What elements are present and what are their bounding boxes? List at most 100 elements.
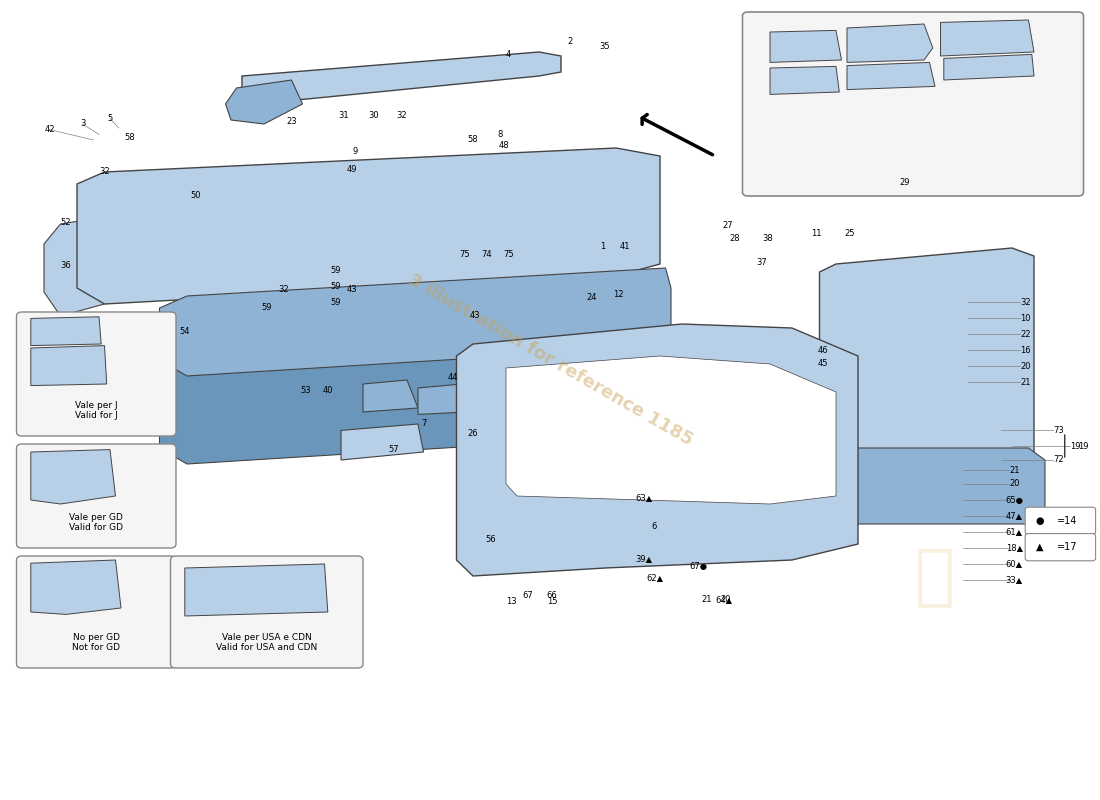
Text: 42: 42: [44, 125, 55, 134]
Text: 65●: 65●: [1005, 495, 1023, 505]
Text: 8: 8: [498, 130, 503, 139]
Text: 9: 9: [353, 147, 358, 157]
Text: 21: 21: [1020, 378, 1031, 387]
Text: 48: 48: [498, 141, 509, 150]
Text: 45: 45: [817, 359, 828, 369]
Polygon shape: [31, 450, 116, 504]
Text: 10: 10: [1020, 314, 1031, 323]
Text: 72: 72: [1053, 455, 1064, 465]
Text: 58: 58: [124, 133, 135, 142]
Text: 27: 27: [723, 221, 734, 230]
Text: 20: 20: [1009, 479, 1020, 489]
Text: 75: 75: [503, 250, 514, 259]
Polygon shape: [847, 24, 933, 62]
Text: 12: 12: [613, 290, 624, 299]
Polygon shape: [814, 448, 1045, 524]
FancyBboxPatch shape: [16, 444, 176, 548]
Text: 47▲: 47▲: [1005, 511, 1023, 521]
Text: Vale per GD
Valid for GD: Vale per GD Valid for GD: [69, 513, 123, 532]
Polygon shape: [940, 20, 1034, 56]
Text: 54: 54: [179, 327, 190, 337]
Text: 28: 28: [729, 234, 740, 243]
Text: 35: 35: [600, 42, 610, 51]
Text: 31: 31: [338, 111, 349, 121]
Text: 24: 24: [586, 293, 597, 302]
Text: 22: 22: [1020, 330, 1031, 339]
Text: 38: 38: [762, 234, 773, 243]
Text: 60▲: 60▲: [1005, 559, 1023, 569]
Text: 56: 56: [485, 535, 496, 545]
Text: ●: ●: [1035, 516, 1044, 526]
Text: 26: 26: [468, 429, 478, 438]
Text: 19: 19: [1070, 442, 1081, 451]
Text: 2: 2: [568, 37, 572, 46]
Text: 16: 16: [1020, 346, 1031, 355]
Text: 66: 66: [547, 591, 558, 601]
Polygon shape: [77, 148, 660, 304]
Polygon shape: [160, 320, 671, 464]
Text: Vale per J
Valid for J: Vale per J Valid for J: [75, 401, 118, 420]
Text: 57: 57: [388, 445, 399, 454]
Text: 49: 49: [346, 165, 358, 174]
Text: 32: 32: [278, 285, 289, 294]
Text: 46: 46: [817, 346, 828, 355]
Polygon shape: [341, 424, 424, 460]
Polygon shape: [770, 30, 842, 62]
Text: 32: 32: [396, 111, 407, 121]
Polygon shape: [456, 324, 858, 576]
Text: 11: 11: [811, 229, 822, 238]
Text: 7: 7: [421, 419, 426, 429]
Polygon shape: [226, 80, 303, 124]
Text: =17: =17: [1057, 542, 1077, 552]
Text: 32: 32: [1020, 298, 1031, 307]
Text: 23: 23: [286, 117, 297, 126]
Text: 37: 37: [756, 258, 767, 267]
Text: 3: 3: [80, 119, 85, 129]
Text: 21: 21: [1009, 466, 1020, 475]
Text: 15: 15: [547, 597, 558, 606]
Text: 61▲: 61▲: [1005, 527, 1023, 537]
Text: 29: 29: [899, 178, 910, 187]
Polygon shape: [506, 356, 836, 504]
Polygon shape: [820, 248, 1034, 464]
Polygon shape: [31, 317, 101, 346]
Text: 40: 40: [322, 386, 333, 395]
Text: 75: 75: [459, 250, 470, 259]
Text: 33▲: 33▲: [1005, 575, 1023, 585]
Text: 74: 74: [481, 250, 492, 259]
Text: 59: 59: [330, 266, 341, 275]
Text: 73: 73: [1053, 426, 1064, 435]
Text: 3 illustration for reference 1185: 3 illustration for reference 1185: [405, 270, 695, 450]
Text: 4: 4: [506, 50, 510, 59]
Text: 53: 53: [300, 386, 311, 395]
Polygon shape: [418, 384, 468, 414]
Text: 52: 52: [60, 218, 72, 227]
Text: 67●: 67●: [690, 562, 707, 571]
Text: 41: 41: [619, 242, 630, 251]
Text: 32: 32: [99, 167, 110, 177]
Polygon shape: [242, 52, 561, 100]
Text: 43: 43: [346, 285, 358, 294]
Text: 5: 5: [108, 114, 112, 123]
Text: 59: 59: [261, 303, 272, 313]
Text: 20: 20: [1020, 362, 1031, 371]
FancyBboxPatch shape: [16, 312, 176, 436]
Text: 44: 44: [448, 373, 459, 382]
Text: 25: 25: [844, 229, 855, 238]
Text: 6: 6: [652, 522, 657, 531]
Text: ▲: ▲: [1036, 542, 1043, 552]
Text: 30: 30: [368, 111, 379, 121]
Polygon shape: [363, 380, 418, 412]
Text: 50: 50: [190, 191, 201, 201]
Polygon shape: [44, 216, 127, 316]
Text: 62▲: 62▲: [646, 573, 663, 582]
Text: 43: 43: [470, 311, 481, 321]
Text: 67: 67: [522, 591, 534, 601]
Text: =14: =14: [1057, 516, 1077, 526]
Text: 63▲: 63▲: [635, 493, 652, 502]
Text: 39▲: 39▲: [635, 554, 652, 563]
Text: 59: 59: [330, 282, 341, 291]
Text: 13: 13: [506, 597, 517, 606]
FancyBboxPatch shape: [1025, 507, 1096, 534]
Polygon shape: [847, 62, 935, 90]
